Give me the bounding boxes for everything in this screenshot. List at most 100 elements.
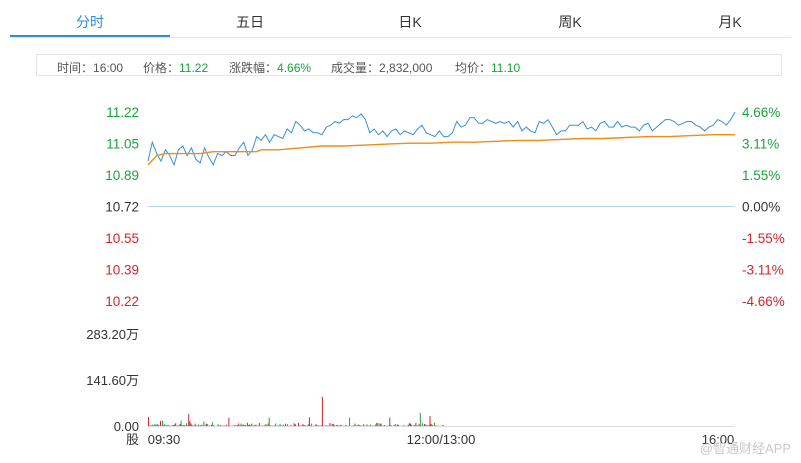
volume-bar	[326, 425, 328, 426]
tab-weekly-k[interactable]: 周K	[558, 14, 582, 30]
tab-daily-k[interactable]: 日K	[398, 14, 422, 30]
volume-bar	[181, 425, 183, 426]
volume-bar	[303, 425, 305, 426]
volume-bar	[344, 425, 346, 426]
time-axis-label: 09:30	[148, 432, 181, 447]
volume-bar	[407, 424, 409, 426]
volume-bar	[411, 424, 413, 426]
volume-bar	[175, 423, 177, 426]
volume-bar	[189, 421, 191, 426]
volume-bar	[241, 425, 243, 426]
volume-bar	[169, 425, 171, 426]
volume-bar	[244, 425, 246, 426]
volume-bar	[332, 423, 334, 426]
volume-bar	[414, 425, 416, 426]
volume-value: 2,832,000	[379, 61, 433, 75]
volume-bar	[415, 422, 417, 426]
volume-bar	[224, 425, 226, 426]
volume-bar	[213, 425, 215, 426]
volume-bar	[403, 425, 405, 426]
volume-bar	[345, 425, 347, 426]
volume-bar	[329, 423, 331, 426]
volume-bar	[428, 425, 430, 426]
tab-intraday[interactable]: 分时	[76, 14, 104, 30]
volume-bar	[425, 424, 427, 426]
volume-bar	[427, 425, 429, 426]
volume-bar	[166, 425, 168, 426]
price-value: 11.22	[179, 61, 209, 75]
tab-monthly-k[interactable]: 月K	[718, 14, 742, 30]
volume-tick-label: 283.20万	[86, 327, 139, 342]
volume-bar	[163, 425, 165, 426]
volume-bar	[254, 424, 256, 426]
watermark: @智通财经APP	[699, 441, 791, 456]
volume-bar	[376, 422, 378, 426]
volume-bar	[152, 424, 154, 426]
volume-bar	[377, 423, 379, 426]
volume-bar	[167, 424, 169, 426]
avg-value: 11.10	[491, 61, 521, 75]
price-tick-label: 11.22	[106, 105, 139, 120]
volume-bar	[325, 425, 327, 426]
volume-bar	[323, 425, 324, 426]
volume-bar	[174, 424, 176, 426]
volume-label: 成交量：	[331, 61, 380, 75]
volume-bar	[182, 425, 184, 426]
volume-bar	[354, 423, 356, 426]
percent-tick-label: 1.55%	[742, 168, 780, 183]
volume-bar	[431, 424, 433, 426]
percent-tick-label: 3.11%	[742, 137, 779, 152]
active-tab-indicator	[10, 35, 170, 37]
volume-bar	[192, 425, 194, 426]
volume-bar	[217, 424, 219, 426]
avg-field: 均价：11.10	[455, 59, 520, 76]
percent-tick-label: -1.55%	[742, 231, 785, 246]
time-axis-label: 16:00	[702, 432, 735, 447]
volume-bar	[285, 423, 286, 426]
change-label: 涨跌幅：	[229, 61, 278, 75]
volume-bar	[398, 424, 399, 426]
volume-bar	[219, 425, 221, 426]
volume-bar	[353, 425, 355, 426]
volume-bar	[179, 423, 181, 426]
volume-bar	[311, 423, 313, 426]
volume-bar	[279, 423, 281, 426]
volume-bar	[233, 425, 235, 426]
volume-bar	[358, 425, 360, 426]
volume-bar	[442, 424, 444, 426]
volume-bar	[206, 424, 208, 426]
volume-bar	[191, 424, 193, 426]
volume-bar	[200, 425, 202, 426]
volume-bar	[290, 425, 292, 426]
volume-bar	[287, 424, 289, 426]
time-axis-label: 12:00/13:00	[407, 432, 476, 447]
volume-bar	[421, 423, 423, 426]
volume-bar	[388, 425, 390, 426]
quote-info-bar: 时间：16:00 价格：11.22 涨跌幅：4.66% 成交量：2,832,00…	[36, 54, 782, 76]
volume-bar	[366, 424, 368, 426]
volume-bar	[383, 425, 385, 426]
volume-bar	[375, 424, 377, 426]
volume-bar	[186, 423, 187, 426]
volume-bar	[430, 423, 432, 426]
tabs-divider	[10, 37, 791, 38]
volume-bar	[235, 425, 236, 426]
volume-bar	[357, 424, 359, 426]
volume-bar	[238, 423, 240, 426]
percent-tick-label: 0.00%	[742, 200, 780, 215]
volume-bar	[212, 422, 214, 426]
volume-bar	[339, 425, 341, 426]
time-field: 时间：16:00	[57, 59, 123, 76]
volume-bar	[246, 422, 248, 426]
volume-bar	[317, 425, 319, 426]
average-price-line	[147, 133, 735, 166]
tab-five-day[interactable]: 五日	[236, 14, 264, 30]
volume-bar	[320, 425, 322, 426]
time-value: 16:00	[93, 61, 124, 75]
volume-bar	[190, 423, 192, 426]
volume-bar	[333, 425, 335, 426]
volume-bar	[380, 423, 382, 426]
volume-bar	[242, 424, 244, 426]
price-tick-label: 10.72	[105, 200, 139, 215]
